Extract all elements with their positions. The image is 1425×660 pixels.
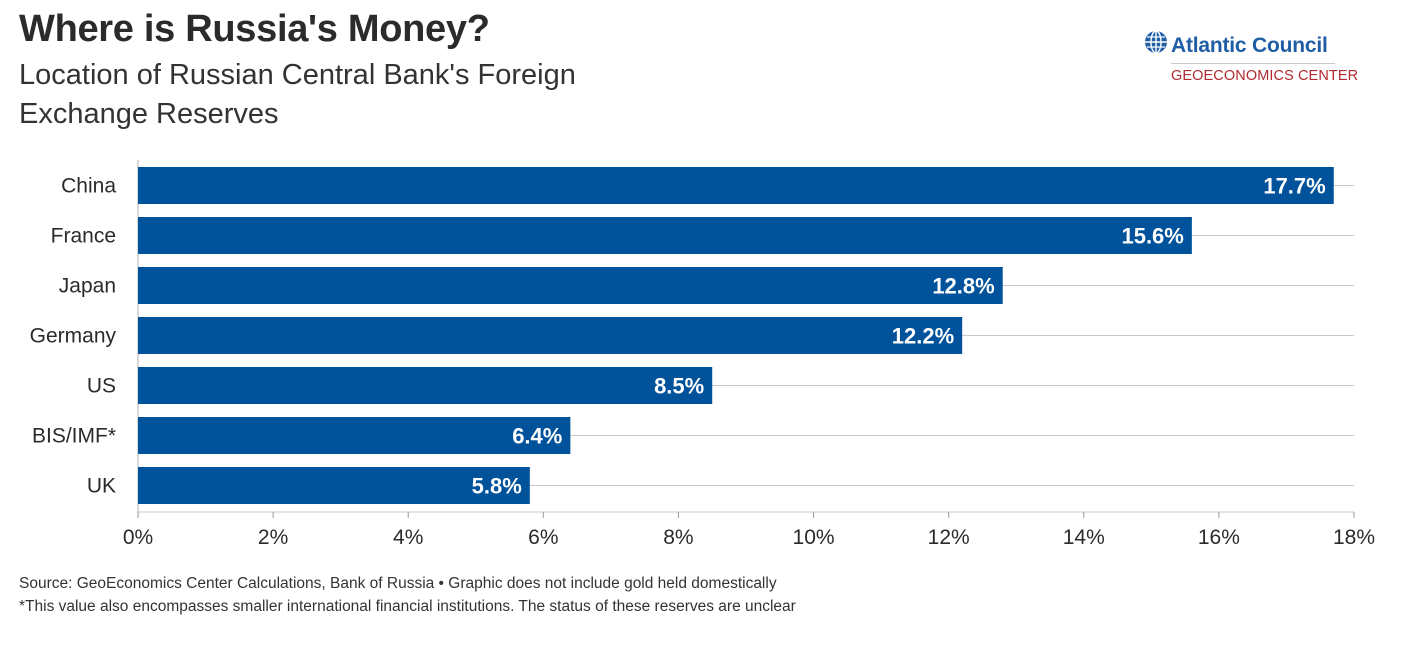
bar-uk bbox=[138, 467, 530, 504]
x-tick-label: 0% bbox=[123, 526, 153, 549]
logo-divider bbox=[1171, 63, 1335, 64]
category-label: US bbox=[87, 375, 116, 398]
x-tick-label: 18% bbox=[1333, 526, 1375, 549]
x-tick-label: 4% bbox=[393, 526, 423, 549]
bar-bis-imf bbox=[138, 417, 571, 454]
value-label: 12.2% bbox=[892, 324, 954, 349]
x-tick-label: 2% bbox=[258, 526, 288, 549]
category-label: China bbox=[61, 175, 116, 198]
chart-subtitle: Location of Russian Central Bank's Forei… bbox=[19, 59, 576, 130]
x-tick-label: 14% bbox=[1063, 526, 1105, 549]
footnote: *This value also encompasses smaller int… bbox=[19, 598, 796, 615]
bar-china bbox=[138, 167, 1334, 204]
category-label: BIS/IMF* bbox=[32, 425, 116, 448]
bar-germany bbox=[138, 317, 963, 354]
category-label: Germany bbox=[30, 325, 117, 348]
x-tick-label: 6% bbox=[528, 526, 558, 549]
bar-us bbox=[138, 367, 713, 404]
category-label: Japan bbox=[59, 275, 116, 298]
bar-chart: China 17.7% France 15.6% Japan 12.8% Germany 12… bbox=[30, 160, 1375, 549]
x-tick-label: 16% bbox=[1198, 526, 1240, 549]
source-note: Source: GeoEconomics Center Calculations… bbox=[19, 575, 777, 592]
category-label: France bbox=[51, 225, 116, 248]
x-tick-label: 10% bbox=[793, 526, 835, 549]
value-label: 17.7% bbox=[1263, 174, 1325, 199]
logo-name: Atlantic Council bbox=[1171, 34, 1328, 57]
x-tick-label: 12% bbox=[928, 526, 970, 549]
logo-subname: GEOECONOMICS CENTER bbox=[1171, 68, 1359, 84]
bar-france bbox=[138, 217, 1192, 254]
bar-japan bbox=[138, 267, 1003, 304]
value-label: 12.8% bbox=[932, 274, 994, 299]
category-label: UK bbox=[87, 475, 116, 498]
atlantic-council-logo: Atlantic Council GEOECONOMICS CENTER bbox=[1144, 28, 1364, 88]
value-label: 8.5% bbox=[654, 374, 704, 399]
globe-icon bbox=[1145, 30, 1167, 54]
value-label: 5.8% bbox=[472, 474, 522, 499]
value-label: 6.4% bbox=[512, 424, 562, 449]
value-label: 15.6% bbox=[1121, 224, 1183, 249]
chart-title: Where is Russia's Money? bbox=[19, 8, 490, 50]
x-tick-label: 8% bbox=[663, 526, 693, 549]
